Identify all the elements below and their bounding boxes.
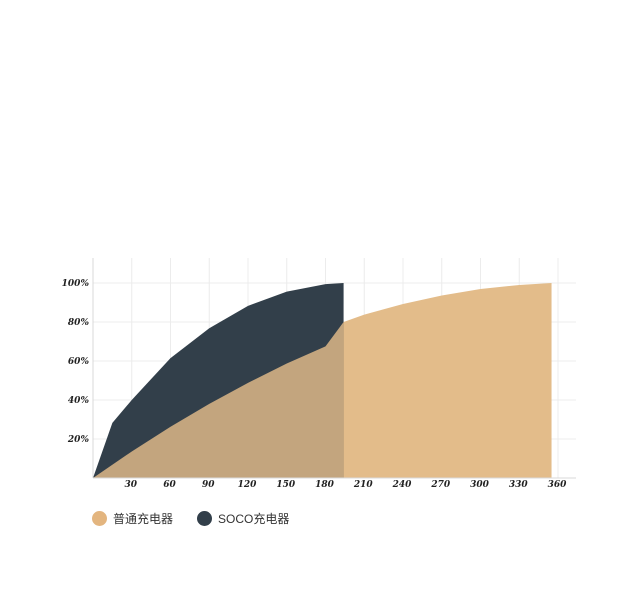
legend-item-soco-charger[interactable]: SOCO充电器 — [197, 510, 289, 527]
y-tick-label: 80% — [68, 318, 90, 328]
x-tick-label: 60 — [163, 480, 176, 490]
x-tick-label: 180 — [315, 480, 335, 490]
x-tick-label: 300 — [470, 480, 490, 490]
y-tick-label: 40% — [68, 396, 90, 406]
legend: 普通充电器 SOCO充电器 — [92, 510, 313, 527]
x-tick-label: 330 — [509, 480, 529, 490]
legend-dot-normal-charger — [92, 511, 107, 526]
x-tick-label: 210 — [353, 480, 374, 490]
y-tick-label: 100% — [62, 279, 90, 289]
legend-label-soco-charger: SOCO充电器 — [218, 512, 290, 526]
x-tick-label: 240 — [392, 480, 413, 490]
x-tick-label: 270 — [430, 480, 451, 490]
x-tick-label: 150 — [276, 480, 296, 490]
y-tick-label: 60% — [68, 357, 90, 367]
series-overlap-normal-charger — [93, 322, 344, 478]
legend-dot-soco-charger — [197, 511, 213, 526]
y-tick-label: 20% — [67, 435, 90, 445]
x-tick-label: 90 — [202, 480, 215, 490]
legend-label-normal-charger: 普通充电器 — [113, 512, 174, 526]
legend-item-normal-charger[interactable]: 普通充电器 — [92, 510, 173, 527]
x-tick-label: 30 — [124, 480, 137, 490]
x-tick-label: 360 — [548, 480, 568, 490]
x-tick-label: 120 — [238, 480, 258, 490]
